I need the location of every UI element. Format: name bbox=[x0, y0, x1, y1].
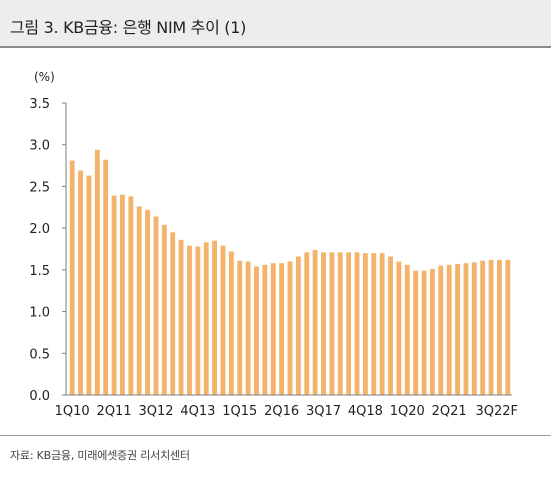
y-tick-label: 0.0 bbox=[29, 389, 50, 404]
bar bbox=[279, 263, 285, 395]
bar bbox=[388, 256, 393, 395]
bar bbox=[69, 160, 75, 395]
bar bbox=[220, 245, 226, 395]
y-tick-label: 3.0 bbox=[29, 139, 50, 154]
bar bbox=[245, 261, 251, 395]
x-tick-label: 2Q16 bbox=[264, 404, 299, 419]
bar bbox=[128, 196, 134, 395]
bar bbox=[170, 232, 176, 395]
y-tick-label: 2.0 bbox=[29, 222, 50, 237]
bar bbox=[379, 253, 385, 395]
x-tick-label: 3Q17 bbox=[306, 404, 341, 419]
bar bbox=[203, 242, 209, 395]
bar bbox=[94, 149, 100, 395]
bar bbox=[337, 252, 343, 395]
x-tick-label: 2Q11 bbox=[97, 404, 132, 419]
bar bbox=[354, 252, 360, 395]
figure-header: 그림 3. KB금융: 은행 NIM 추이 (1) bbox=[0, 0, 551, 48]
y-tick-label: 1.5 bbox=[29, 264, 50, 279]
bar bbox=[362, 253, 368, 395]
bar bbox=[195, 246, 201, 395]
bar-chart: (%) 0.0 0.5 1.0 1.5 2.0 2.5 3.0 3.5 1Q10 2Q11 3Q1… bbox=[29, 70, 518, 419]
bar bbox=[413, 270, 419, 395]
x-tick-label: 2Q21 bbox=[432, 404, 467, 419]
bar bbox=[187, 245, 192, 395]
bar bbox=[304, 252, 310, 395]
x-axis-ticks: 1Q10 2Q11 3Q12 4Q13 1Q15 2Q16 3Q17 4Q18 1Q20 2Q21… bbox=[55, 404, 518, 419]
bar bbox=[136, 206, 142, 395]
bar bbox=[312, 249, 318, 395]
bar bbox=[429, 269, 435, 395]
bar bbox=[396, 261, 402, 395]
x-tick-label: 1Q10 bbox=[55, 404, 90, 419]
source-divider bbox=[0, 435, 551, 436]
y-tick-label: 0.5 bbox=[29, 347, 50, 362]
bar bbox=[262, 264, 268, 395]
x-tick-label: 1Q15 bbox=[222, 404, 257, 419]
bar bbox=[497, 259, 502, 395]
bar bbox=[254, 266, 259, 395]
bar bbox=[446, 264, 452, 395]
bar bbox=[161, 224, 167, 395]
bar bbox=[471, 262, 477, 395]
bar bbox=[237, 260, 243, 395]
x-tick-label: 1Q20 bbox=[390, 404, 425, 419]
bar bbox=[505, 259, 511, 395]
bar bbox=[421, 270, 427, 395]
bar bbox=[295, 256, 301, 395]
y-axis-ticks: 0.0 0.5 1.0 1.5 2.0 2.5 3.0 3.5 bbox=[29, 97, 66, 404]
bar bbox=[371, 253, 377, 395]
bar bbox=[270, 263, 276, 395]
bar bbox=[438, 265, 444, 395]
bar bbox=[404, 264, 410, 395]
bar bbox=[145, 209, 151, 395]
bar bbox=[346, 252, 352, 395]
bar bbox=[86, 175, 92, 395]
bars bbox=[69, 149, 511, 395]
y-tick-label: 2.5 bbox=[29, 180, 50, 195]
bar bbox=[321, 252, 326, 395]
y-tick-label: 3.5 bbox=[29, 97, 50, 112]
bar bbox=[212, 240, 218, 395]
x-tick-label: 4Q18 bbox=[348, 404, 383, 419]
figure-title: 그림 3. KB금융: 은행 NIM 추이 (1) bbox=[10, 18, 247, 37]
source-note: 자료: KB금융, 미래에셋증권 리서치센터 bbox=[10, 449, 190, 462]
y-tick-label: 1.0 bbox=[29, 306, 50, 321]
bar bbox=[480, 260, 486, 395]
bar bbox=[111, 195, 117, 395]
bar bbox=[287, 261, 293, 395]
bar bbox=[178, 239, 184, 395]
bar bbox=[455, 264, 460, 395]
bar bbox=[153, 216, 159, 395]
bar bbox=[463, 263, 469, 395]
x-tick-label: 3Q22F bbox=[475, 404, 518, 419]
bar bbox=[103, 159, 109, 395]
bar bbox=[329, 252, 335, 395]
bar bbox=[228, 251, 234, 395]
x-tick-label: 3Q12 bbox=[138, 404, 173, 419]
bar bbox=[488, 259, 494, 395]
x-tick-label: 4Q13 bbox=[180, 404, 215, 419]
y-axis-label: (%) bbox=[34, 70, 55, 84]
bar bbox=[120, 194, 125, 395]
bar bbox=[78, 170, 83, 395]
